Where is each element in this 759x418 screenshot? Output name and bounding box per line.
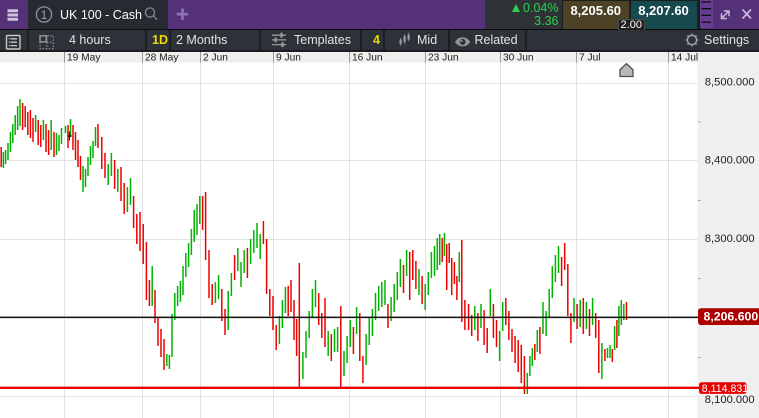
svg-text:8,300.000: 8,300.000 xyxy=(705,233,755,245)
svg-text:1: 1 xyxy=(41,8,48,22)
svg-text:9 Jun: 9 Jun xyxy=(276,53,301,64)
svg-text:23 Jun: 23 Jun xyxy=(428,53,459,64)
svg-text:UK 100 - Cash: UK 100 - Cash xyxy=(60,8,142,22)
svg-text:8,206.600: 8,206.600 xyxy=(704,310,759,324)
svg-text:8,500.000: 8,500.000 xyxy=(705,77,755,89)
svg-text:8,100.000: 8,100.000 xyxy=(705,394,755,406)
svg-text:2 Jun: 2 Jun xyxy=(203,53,228,64)
svg-text:8,114.831: 8,114.831 xyxy=(702,383,748,395)
svg-text:16 Jun: 16 Jun xyxy=(352,53,383,64)
svg-text:8,400.000: 8,400.000 xyxy=(705,155,755,167)
svg-text:7 Jul: 7 Jul xyxy=(579,53,601,64)
svg-text:19 May: 19 May xyxy=(67,53,101,64)
svg-text:14 Jul: 14 Jul xyxy=(671,53,698,64)
svg-text:30 Jun: 30 Jun xyxy=(503,53,534,64)
svg-text:28 May: 28 May xyxy=(145,53,179,64)
